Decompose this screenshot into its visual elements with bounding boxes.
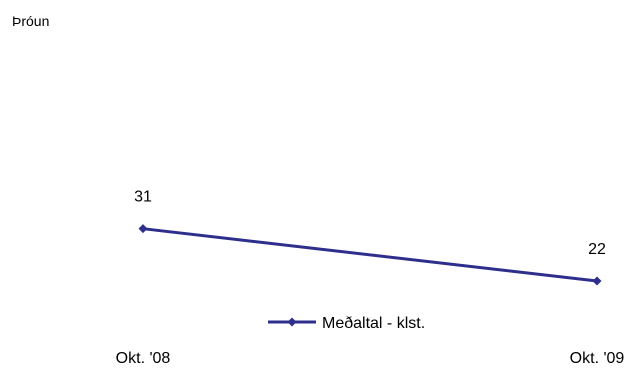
data-label: 22 bbox=[588, 241, 606, 258]
data-point-marker bbox=[138, 224, 148, 234]
x-tick-label: Okt. '09 bbox=[570, 350, 625, 367]
plot-area: 31 22 bbox=[134, 189, 606, 286]
legend: Meðaltal - klst. bbox=[268, 315, 425, 332]
series-line bbox=[142, 227, 598, 283]
legend-marker-icon bbox=[287, 317, 297, 327]
chart-title: Þróun bbox=[12, 13, 49, 29]
legend-label: Meðaltal - klst. bbox=[322, 315, 425, 332]
x-tick-label: Okt. '08 bbox=[116, 350, 171, 367]
data-label: 31 bbox=[134, 189, 152, 206]
x-axis-labels: Okt. '08 Okt. '09 bbox=[116, 350, 625, 367]
data-point-marker bbox=[592, 276, 602, 286]
